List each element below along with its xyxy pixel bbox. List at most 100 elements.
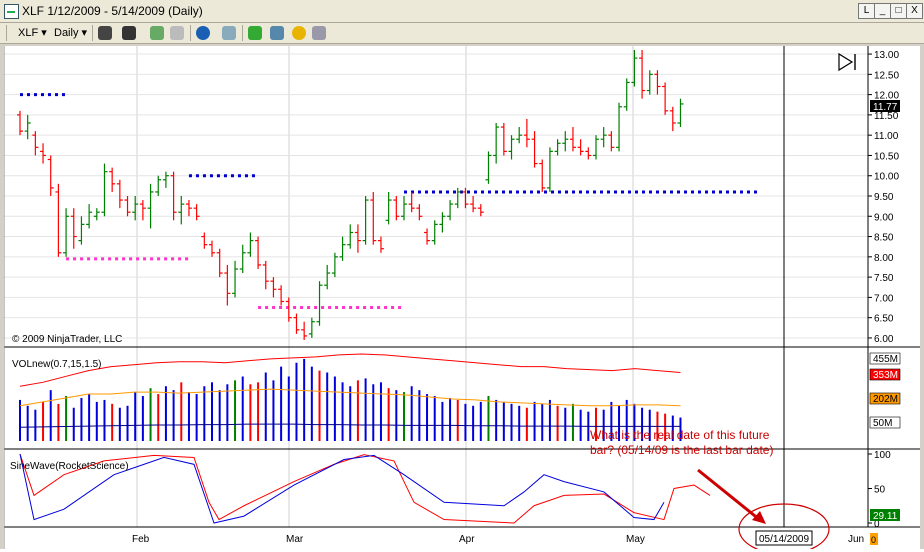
ohlc-bar bbox=[447, 200, 454, 221]
ohlc-bar bbox=[654, 70, 661, 95]
ohlc-bar bbox=[385, 191, 392, 225]
ohlc-bar bbox=[239, 244, 246, 274]
ohlc-bar bbox=[523, 118, 530, 148]
volume-average-line bbox=[19, 388, 681, 407]
cursor-date-box bbox=[755, 530, 813, 546]
ohlc-bar bbox=[424, 228, 431, 245]
ohlc-bar bbox=[339, 236, 346, 261]
ohlc-bar bbox=[109, 167, 116, 192]
sine-tick-label: 100 bbox=[874, 450, 891, 461]
ohlc-bar bbox=[408, 191, 415, 213]
go-to-end-icon[interactable] bbox=[838, 52, 856, 72]
x-axis-end-label: 0 bbox=[871, 535, 876, 545]
ohlc-bar bbox=[546, 147, 553, 192]
ohlc-bar bbox=[562, 131, 569, 152]
sinewave-indicator-label: SineWave(RocketScience) bbox=[10, 461, 129, 472]
price-tick-label: 8.00 bbox=[874, 253, 894, 264]
sine-blue-line bbox=[19, 453, 665, 524]
ohlc-bar bbox=[285, 297, 292, 322]
annotation-text: What is the real date of this future bar… bbox=[590, 428, 774, 457]
ohlc-bar bbox=[669, 106, 676, 132]
ohlc-bar bbox=[439, 212, 446, 233]
ohlc-bar bbox=[508, 135, 515, 160]
annotation-arrow bbox=[697, 468, 766, 524]
volume-badge bbox=[869, 392, 901, 405]
ohlc-bar bbox=[316, 281, 323, 326]
ohlc-bar bbox=[178, 196, 185, 225]
volume-badge-label: 202M bbox=[873, 394, 898, 405]
ohlc-bar bbox=[185, 200, 192, 217]
volume-badge bbox=[869, 352, 901, 365]
ohlc-bar bbox=[616, 102, 623, 152]
ohlc-bar bbox=[454, 187, 461, 209]
sine-tick-label: 50 bbox=[874, 485, 886, 496]
ohlc-bar bbox=[55, 183, 62, 257]
money-icon[interactable] bbox=[292, 26, 306, 40]
ohlc-bar bbox=[101, 163, 108, 217]
period-selector[interactable]: Daily ▾ bbox=[54, 27, 88, 39]
volume-badge-label: 455M bbox=[873, 354, 898, 365]
strategy-icon[interactable] bbox=[248, 26, 262, 40]
chart-trader-icon[interactable] bbox=[270, 26, 284, 40]
ohlc-bar bbox=[585, 147, 592, 160]
sine-value-badge bbox=[870, 509, 900, 521]
price-tick-label: 6.50 bbox=[874, 314, 894, 325]
ohlc-bar bbox=[17, 110, 23, 136]
sine-red-line bbox=[19, 453, 711, 524]
ohlc-bar bbox=[293, 313, 300, 334]
price-tick-label: 12.00 bbox=[874, 91, 899, 102]
x-axis-month-label: Apr bbox=[459, 534, 475, 545]
minimize-button[interactable]: _ bbox=[874, 3, 891, 19]
annotation-circle bbox=[738, 503, 830, 552]
globe-icon[interactable] bbox=[196, 26, 210, 40]
ohlc-bar bbox=[216, 248, 223, 278]
instrument-selector[interactable]: XLF ▾ bbox=[18, 27, 47, 39]
last-price-label: 11.77 bbox=[873, 102, 898, 113]
close-button[interactable]: X bbox=[906, 3, 923, 19]
ohlc-bar bbox=[262, 260, 269, 290]
ohlc-bar bbox=[193, 204, 200, 221]
price-tick-label: 13.00 bbox=[874, 50, 899, 61]
restore-button[interactable]: L bbox=[858, 3, 875, 19]
data-box-icon[interactable] bbox=[312, 26, 326, 40]
price-tick-label: 9.50 bbox=[874, 192, 894, 203]
ohlc-bar bbox=[93, 208, 100, 221]
ohlc-bar bbox=[162, 171, 169, 188]
ohlc-bar bbox=[470, 196, 477, 213]
ohlc-bar bbox=[477, 204, 484, 217]
window-title: XLF 1/12/2009 - 5/14/2009 (Daily) bbox=[22, 4, 203, 18]
price-tick-label: 9.00 bbox=[874, 212, 894, 223]
ohlc-bar bbox=[247, 232, 254, 257]
properties-icon[interactable] bbox=[222, 26, 236, 40]
ohlc-bar bbox=[608, 131, 615, 152]
sine-value-label: 29.11 bbox=[873, 511, 898, 522]
ohlc-bar bbox=[147, 183, 154, 229]
ohlc-bar bbox=[224, 264, 231, 306]
ohlc-bar bbox=[24, 114, 31, 140]
ohlc-bar bbox=[593, 135, 599, 160]
zoom-in-icon[interactable] bbox=[150, 26, 164, 40]
bar-style-icon[interactable] bbox=[98, 26, 112, 40]
ohlc-bar bbox=[232, 260, 239, 298]
ohlc-bar bbox=[116, 179, 123, 209]
ohlc-bar bbox=[623, 78, 630, 111]
ohlc-bar bbox=[569, 127, 576, 152]
ohlc-bar bbox=[347, 224, 354, 249]
ohlc-bar bbox=[493, 123, 500, 164]
ohlc-bar bbox=[209, 240, 215, 257]
ohlc-bar bbox=[301, 321, 308, 340]
title-bar[interactable]: XLF 1/12/2009 - 5/14/2009 (Daily) L _ □ … bbox=[0, 0, 924, 23]
ohlc-bar bbox=[331, 252, 338, 278]
zoom-out-icon[interactable] bbox=[170, 26, 184, 40]
maximize-button[interactable]: □ bbox=[890, 3, 907, 19]
price-tick-label: 8.50 bbox=[874, 233, 894, 244]
sine-tick-label: 0 bbox=[874, 519, 880, 530]
draw-pencil-icon[interactable] bbox=[122, 26, 136, 40]
ohlc-bar bbox=[139, 200, 146, 221]
ohlc-bar bbox=[86, 204, 93, 229]
ohlc-bar bbox=[370, 191, 377, 245]
ohlc-bar bbox=[600, 127, 607, 148]
volume-upper-band bbox=[19, 353, 681, 387]
chart-area[interactable]: 100 50 0 6.00 6.50 7.00 7.50 8.00 8.50 9.00 9.50 1… bbox=[3, 46, 920, 552]
ohlc-bar bbox=[531, 131, 538, 168]
